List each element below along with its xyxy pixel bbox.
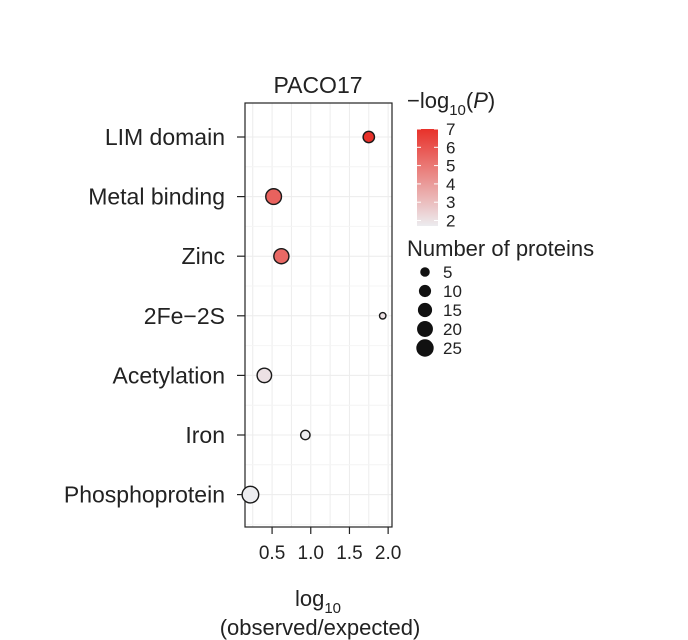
data-points xyxy=(241,130,387,504)
color-legend-tick-label: 3 xyxy=(446,193,455,212)
data-point xyxy=(265,188,283,206)
size-legend-label: 15 xyxy=(443,301,462,320)
data-point xyxy=(299,429,311,441)
x-tick-label: 1.5 xyxy=(336,543,362,564)
size-legend-label: 10 xyxy=(443,282,462,301)
x-axis-title-subscript: 10 xyxy=(324,600,341,617)
size-legend-marker xyxy=(417,321,433,337)
color-legend-tick-label: 2 xyxy=(446,212,455,231)
y-tick-label: Zinc xyxy=(182,243,225,269)
x-tick-label: 1.0 xyxy=(298,543,324,564)
data-point xyxy=(273,247,290,265)
y-tick-label: 2Fe−2S xyxy=(144,303,225,329)
panel-title: PACO17 xyxy=(273,72,362,98)
color-legend-tick-label: 6 xyxy=(446,138,455,157)
data-point xyxy=(378,311,387,320)
size-legend-marker xyxy=(417,302,433,318)
y-tick-label: Phosphoprotein xyxy=(64,482,225,508)
color-legend-tick-label: 7 xyxy=(446,120,455,139)
data-point xyxy=(256,367,273,384)
grid-lines xyxy=(245,103,392,527)
size-legend-label: 20 xyxy=(443,320,462,339)
size-legend-marker xyxy=(416,339,434,357)
color-legend-tick-label: 5 xyxy=(446,157,455,176)
color-legend-tick-label: 4 xyxy=(446,175,455,194)
y-axis: LIM domain Metal binding Zinc 2Fe−2S Acetyla… xyxy=(64,124,245,508)
x-tick-label: 2.0 xyxy=(375,543,401,564)
x-axis-title: log10 xyxy=(295,586,341,617)
size-legend-marker xyxy=(420,267,430,277)
y-tick-label: Metal binding xyxy=(88,184,225,210)
plot-frame xyxy=(244,102,393,528)
size-legend-marker xyxy=(418,284,432,298)
x-tick-label: 0.5 xyxy=(259,543,285,564)
color-legend-title: −log10(P) xyxy=(407,88,495,119)
y-tick-label: Iron xyxy=(185,422,225,448)
size-legend-label: 5 xyxy=(443,263,452,282)
size-legend-label: 25 xyxy=(443,339,462,358)
y-tick-label: Acetylation xyxy=(112,362,225,388)
x-axis-title-line2: (observed/expected) xyxy=(220,615,421,640)
size-legend-title: Number of proteins xyxy=(407,236,594,261)
data-point xyxy=(362,130,376,144)
x-axis: 0.5 1.0 1.5 2.0 xyxy=(259,527,401,564)
data-point xyxy=(241,485,260,504)
color-legend-bar xyxy=(417,129,438,226)
y-tick-label: LIM domain xyxy=(105,124,225,150)
x-axis-title-main: log xyxy=(295,586,324,611)
